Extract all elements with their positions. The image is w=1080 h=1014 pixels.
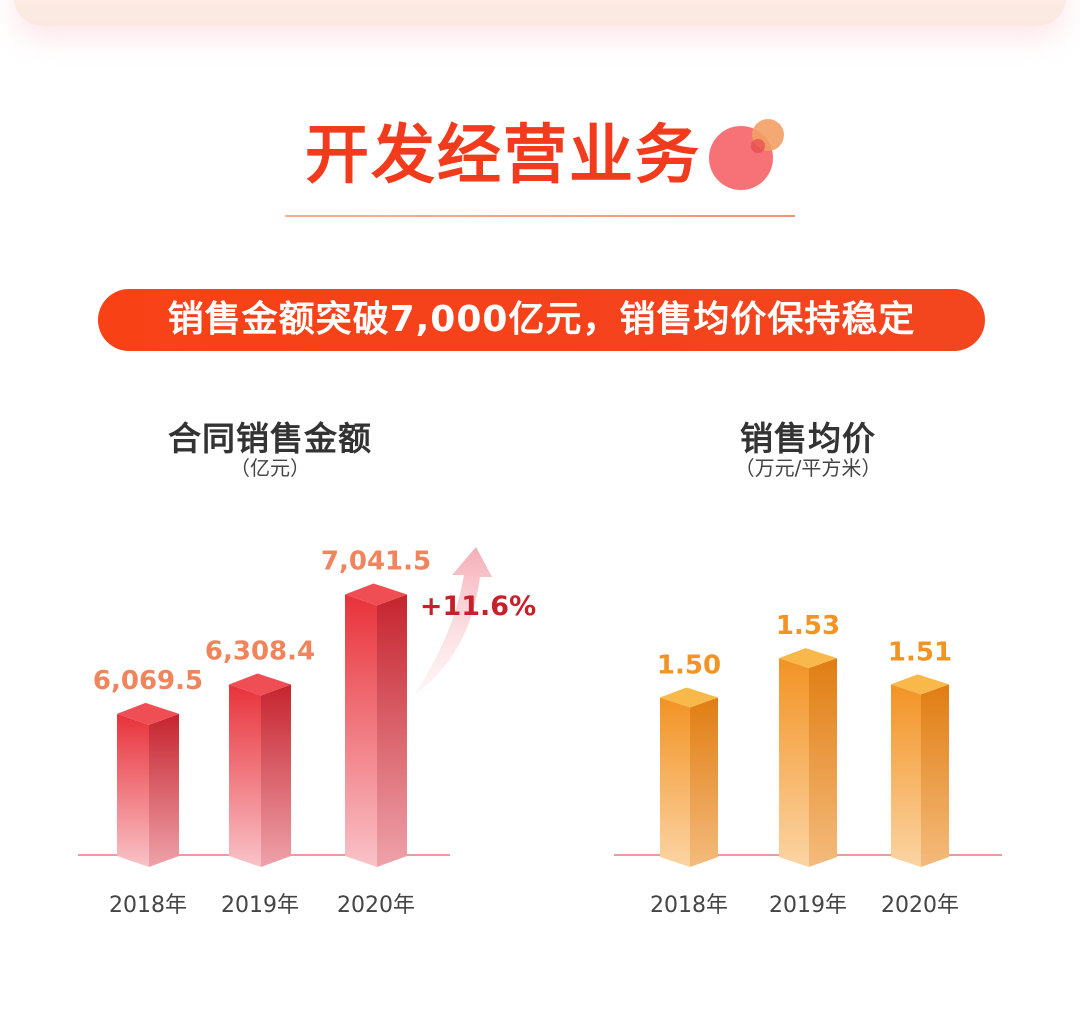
bar-side-face — [149, 713, 179, 867]
x-tick-label: 2018年 — [650, 893, 728, 918]
bar-value-label: 1.51 — [888, 637, 952, 667]
bar-2020年 — [345, 583, 407, 867]
top-banner-decoration — [14, 0, 1066, 26]
chart-unit-price: （万元/平方米） — [734, 456, 882, 480]
x-tick-label: 2018年 — [109, 893, 187, 918]
growth-label: +11.6% — [420, 591, 536, 622]
bar-value-label: 6,069.5 — [93, 666, 203, 696]
growth-arrow-icon — [414, 547, 492, 695]
bar-top-face — [891, 674, 949, 695]
bar-side-face — [261, 684, 291, 867]
x-tick-label: 2019年 — [769, 893, 847, 918]
bar-2019年 — [229, 673, 291, 867]
bar-side-face — [921, 684, 949, 867]
bar-front-face — [891, 684, 921, 867]
title-circle-decoration — [709, 119, 784, 190]
title-underline — [285, 215, 795, 217]
bar-top-face — [779, 648, 837, 669]
bar-front-face — [345, 594, 377, 867]
chart-title-price: 销售均价 — [740, 419, 876, 458]
bar-side-face — [690, 697, 718, 867]
bar-value-label: 7,041.5 — [321, 546, 431, 576]
bar-front-face — [117, 713, 149, 867]
bar-front-face — [660, 697, 690, 867]
bar-top-face — [117, 702, 179, 725]
bar-top-face — [229, 673, 291, 696]
bar-2018年 — [117, 702, 179, 867]
bar-top-face — [660, 687, 718, 708]
bar-2018年 — [660, 687, 718, 867]
bar-value-label: 1.50 — [657, 651, 721, 681]
bar-side-face — [377, 594, 407, 867]
x-tick-label: 2020年 — [881, 893, 959, 918]
sales-amount-chart: 6,069.5 2018年 6,308.4 2019年 7,041.5 2020年 +11.… — [78, 546, 536, 918]
chart-unit-sales: （亿元） — [230, 456, 310, 480]
headline-banner: 销售金额突破7,000亿元，销售均价保持稳定 — [98, 289, 985, 351]
bar-top-face — [345, 583, 407, 606]
section-title: 开发经营业务 — [305, 119, 701, 193]
bar-value-label: 1.53 — [776, 611, 840, 641]
bar-front-face — [779, 658, 809, 867]
bar-side-face — [809, 658, 837, 867]
bar-2020年 — [891, 674, 949, 867]
chart-title-sales: 合同销售金额 — [168, 419, 372, 458]
x-tick-label: 2019年 — [221, 893, 299, 918]
bar-value-label: 6,308.4 — [205, 636, 315, 666]
average-price-chart: 1.50 2018年 1.53 2019年 1.51 2020年 — [614, 611, 1002, 918]
x-tick-label: 2020年 — [337, 893, 415, 918]
bar-front-face — [229, 684, 261, 867]
bar-2019年 — [779, 648, 837, 867]
